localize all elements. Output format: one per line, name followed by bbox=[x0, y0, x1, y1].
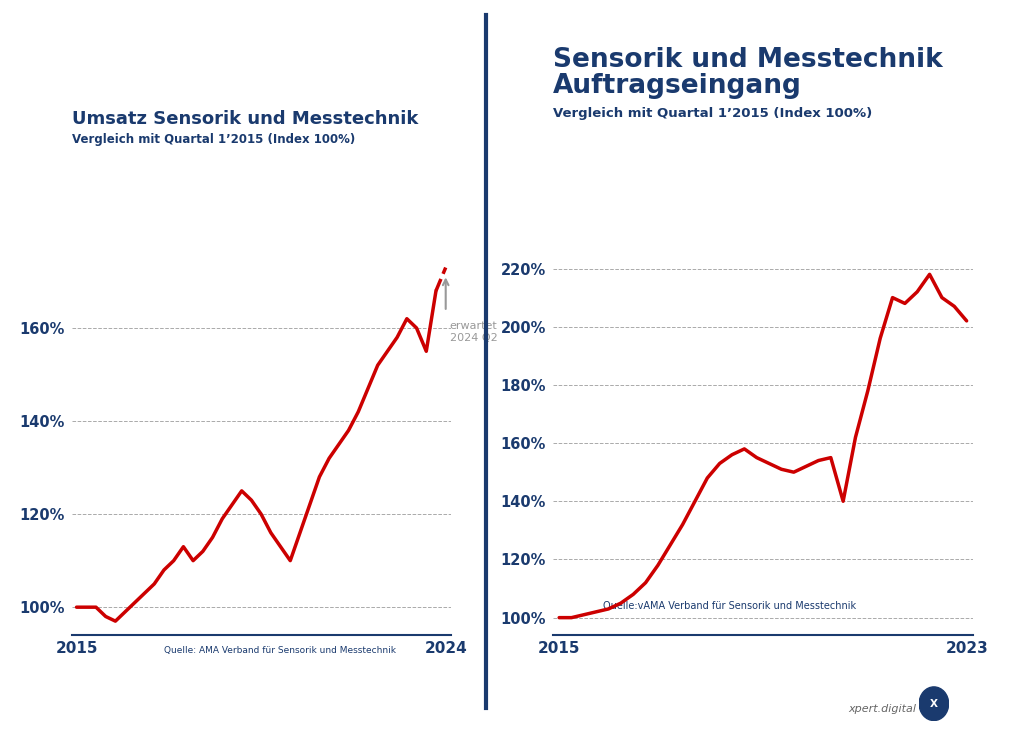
Text: X: X bbox=[930, 699, 938, 709]
Text: Auftragseingang: Auftragseingang bbox=[553, 72, 802, 99]
Text: Sensorik und Messtechnik: Sensorik und Messtechnik bbox=[553, 47, 943, 73]
Text: Vergleich mit Quartal 1’2015 (Index 100%): Vergleich mit Quartal 1’2015 (Index 100%… bbox=[553, 107, 872, 120]
Text: erwartet
2024 Q2: erwartet 2024 Q2 bbox=[450, 321, 498, 342]
Text: Vergleich mit Quartal 1’2015 (Index 100%): Vergleich mit Quartal 1’2015 (Index 100%… bbox=[72, 133, 355, 146]
Text: xpert.digital: xpert.digital bbox=[849, 704, 916, 714]
Circle shape bbox=[920, 687, 948, 721]
Text: Quelle:vAMA Verband für Sensorik und Messtechnik: Quelle:vAMA Verband für Sensorik und Mes… bbox=[603, 601, 856, 611]
Text: Umsatz Sensorik und Messtechnik: Umsatz Sensorik und Messtechnik bbox=[72, 110, 418, 128]
Text: Quelle: AMA Verband für Sensorik und Messtechnik: Quelle: AMA Verband für Sensorik und Mes… bbox=[164, 646, 396, 655]
